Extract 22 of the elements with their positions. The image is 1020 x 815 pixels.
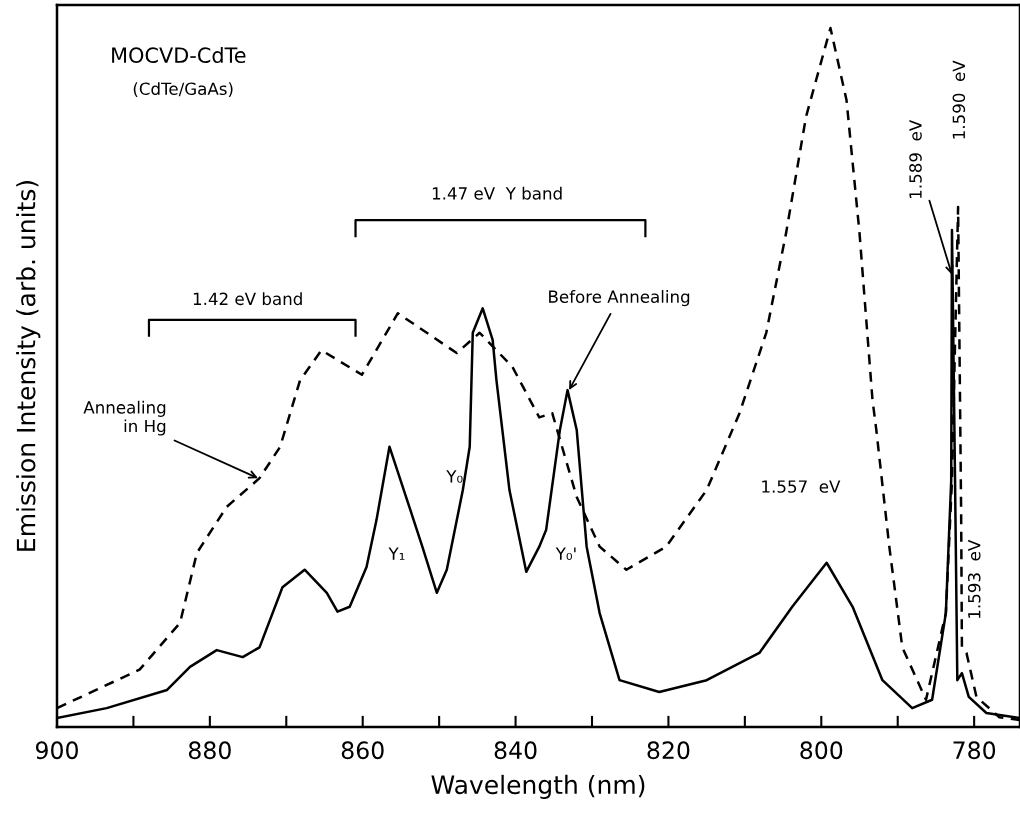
annotation: Y₀ bbox=[446, 470, 463, 483]
x-tick-label: 880 bbox=[188, 741, 231, 760]
x-tick-label: 860 bbox=[341, 741, 384, 760]
annotation: Y₁ bbox=[388, 547, 405, 560]
annotation: Annealing in Hg bbox=[83, 400, 166, 436]
x-tick-label: 800 bbox=[800, 741, 843, 760]
annotation: 1.590 eV bbox=[952, 60, 966, 139]
x-tick-label: 840 bbox=[494, 741, 537, 760]
x-tick-label: 820 bbox=[647, 741, 690, 760]
annotation: MOCVD-CdTe bbox=[112, 46, 246, 64]
annotation: 1.593 eV bbox=[967, 539, 981, 618]
x-axis-title: Wavelength (nm) bbox=[431, 774, 645, 800]
annotation: 1.589 eV bbox=[909, 119, 922, 198]
x-tick-label: 780 bbox=[953, 741, 996, 760]
annotation: 1.42 eV band bbox=[193, 292, 302, 306]
annotation: (CdTe/GaAs) bbox=[133, 82, 233, 97]
annotation: 1.47 eV Y band bbox=[432, 186, 562, 200]
annotation: Y₀' bbox=[555, 547, 576, 560]
x-tick-label: 900 bbox=[35, 741, 78, 760]
annotation: 1.557 eV bbox=[762, 480, 841, 493]
y-axis-title: Emission Intensity (arb. units) bbox=[16, 181, 41, 551]
annotation: Before Annealing bbox=[549, 290, 690, 307]
